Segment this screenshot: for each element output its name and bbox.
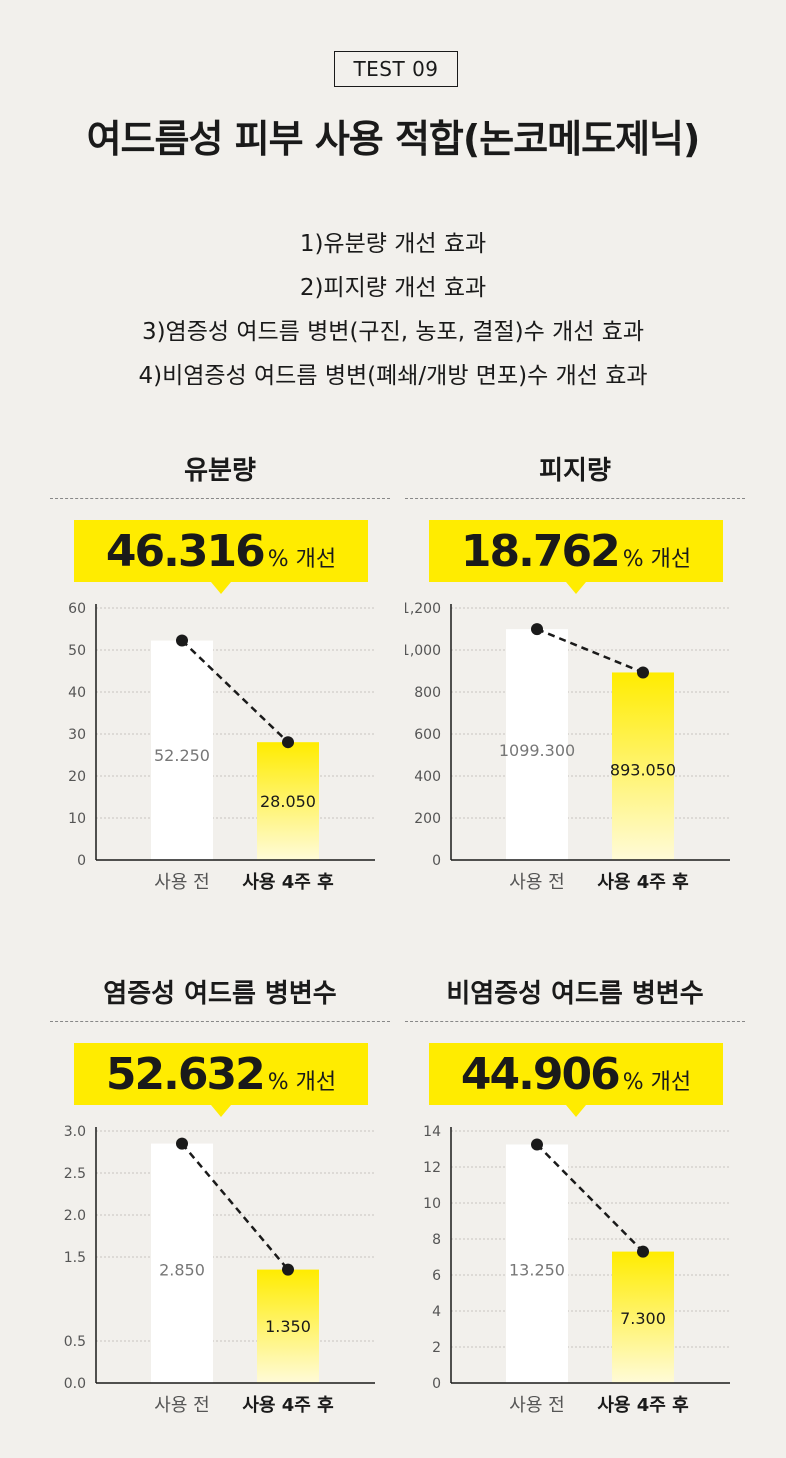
- x-tick-label: 사용 4주 후: [597, 872, 688, 893]
- effect-item: 3)염증성 여드름 병변(구진, 농포, 결절)수 개선 효과: [141, 319, 645, 345]
- chart-title: 피지량: [539, 456, 611, 486]
- improvement-callout: 46.316 % 개선: [74, 520, 368, 594]
- y-tick-label: 10: [68, 811, 86, 827]
- y-tick-label: 800: [414, 685, 441, 701]
- improvement-value: 44.906: [460, 1048, 621, 1100]
- improvement-value: 52.632: [105, 1048, 266, 1100]
- data-label: 893.050: [610, 761, 676, 780]
- y-tick-label: 20: [68, 769, 86, 785]
- improvement-unit: % 개선: [622, 1070, 692, 1095]
- improvement-unit: % 개선: [267, 547, 337, 572]
- data-label: 1099.300: [499, 741, 575, 760]
- dashed-divider: [50, 498, 390, 499]
- effect-item: 1)유분량 개선 효과: [299, 231, 487, 257]
- dashed-divider: [405, 498, 745, 499]
- data-point: [531, 623, 543, 636]
- y-tick-label: 2: [432, 1340, 441, 1356]
- x-tick-label: 사용 전: [509, 1395, 564, 1416]
- data-point: [282, 1263, 294, 1276]
- dashed-divider: [405, 1021, 745, 1022]
- y-tick-label: 60: [68, 601, 86, 617]
- y-tick-label: 40: [68, 685, 86, 701]
- y-tick-label: 200: [414, 811, 441, 827]
- data-point: [282, 736, 294, 749]
- bar-before: [151, 640, 213, 860]
- x-tick-label: 사용 4주 후: [242, 1395, 333, 1416]
- bar-chart-inflammatory: 0.0 0.5 1.5 2.0 2.5 3.0 2.850 1.350 사용 전 사용 4주 후: [64, 1124, 375, 1416]
- bar-before: [506, 629, 568, 860]
- x-tick-label: 사용 전: [154, 872, 209, 893]
- improvement-callout: 52.632 % 개선: [74, 1043, 368, 1117]
- bar-after: [257, 1269, 319, 1383]
- y-tick-label: 6: [432, 1268, 441, 1284]
- chart-title: 비염증성 여드름 병변수: [446, 979, 704, 1009]
- y-tick-label: 0.5: [64, 1334, 86, 1350]
- y-tick-label: 1,000: [405, 643, 441, 659]
- y-tick-label: 0: [77, 853, 86, 869]
- dashed-divider: [50, 1021, 390, 1022]
- bar-after: [612, 672, 674, 860]
- trend-line: [536, 1143, 644, 1253]
- y-tick-label: 12: [423, 1160, 441, 1176]
- effect-item: 4)비염증성 여드름 병변(폐쇄/개방 면포)수 개선 효과: [138, 363, 648, 389]
- x-tick-label: 사용 4주 후: [597, 1395, 688, 1416]
- y-tick-label: 50: [68, 643, 86, 659]
- y-tick-label: 2.5: [64, 1166, 86, 1182]
- bar-chart-oil: 0 10 20 30 40 50 60 52.250 28.050 사용 전 사용 4주 후: [68, 601, 375, 893]
- improvement-value: 18.762: [460, 525, 621, 577]
- data-label: 13.250: [509, 1261, 565, 1280]
- y-tick-label: 400: [414, 769, 441, 785]
- bar-before: [151, 1143, 213, 1383]
- y-tick-label: 30: [68, 727, 86, 743]
- effect-item: 2)피지량 개선 효과: [299, 275, 487, 301]
- y-tick-label: 10: [423, 1196, 441, 1212]
- data-label: 1.350: [265, 1317, 311, 1336]
- y-tick-label: 3.0: [64, 1124, 86, 1140]
- bar-before: [506, 1144, 568, 1383]
- data-point: [637, 666, 649, 679]
- chart-title: 염증성 여드름 병변수: [103, 979, 337, 1009]
- x-tick-label: 사용 전: [509, 872, 564, 893]
- trend-line: [181, 1142, 289, 1271]
- data-point: [176, 1137, 188, 1150]
- improvement-value: 46.316: [105, 525, 266, 577]
- improvement-callout: 18.762 % 개선: [429, 520, 723, 594]
- data-label: 52.250: [154, 746, 210, 765]
- data-point: [531, 1138, 543, 1151]
- bar-chart-sebum: 0 200 400 600 800 1,000 1,200 1099.300 893.050 사용…: [405, 601, 730, 893]
- x-tick-label: 사용 전: [154, 1395, 209, 1416]
- trend-line: [181, 639, 289, 744]
- improvement-unit: % 개선: [622, 547, 692, 572]
- y-tick-label: 0: [432, 1376, 441, 1392]
- improvement-unit: % 개선: [267, 1070, 337, 1095]
- y-tick-label: 2.0: [64, 1208, 86, 1224]
- chart-title: 유분량: [184, 456, 256, 486]
- y-tick-label: 8: [432, 1232, 441, 1248]
- data-label: 2.850: [159, 1260, 205, 1279]
- y-tick-label: 4: [432, 1304, 441, 1320]
- y-tick-label: 1,200: [405, 601, 441, 617]
- test-badge: TEST 09: [334, 51, 458, 87]
- x-tick-label: 사용 4주 후: [242, 872, 333, 893]
- improvement-callout: 44.906 % 개선: [429, 1043, 723, 1117]
- bar-after: [257, 742, 319, 860]
- bar-chart-non-inflammatory: 0 2 4 6 8 10 12 14 13.250 7.300 사용 전 사용 4주 후: [423, 1124, 730, 1416]
- data-label: 7.300: [620, 1309, 666, 1328]
- y-tick-label: 600: [414, 727, 441, 743]
- data-point: [637, 1245, 649, 1258]
- bar-after: [612, 1251, 674, 1383]
- y-tick-label: 14: [423, 1124, 441, 1140]
- page-title: 여드름성 피부 사용 적합(논코메도제닉): [86, 117, 701, 161]
- data-label: 28.050: [260, 792, 316, 811]
- data-point: [176, 634, 188, 647]
- effects-list: 1)유분량 개선 효과 2)피지량 개선 효과 3)염증성 여드름 병변(구진,…: [0, 222, 786, 398]
- y-tick-label: 0: [432, 853, 441, 869]
- y-tick-label: 1.5: [64, 1250, 86, 1266]
- y-tick-label: 0.0: [64, 1376, 86, 1392]
